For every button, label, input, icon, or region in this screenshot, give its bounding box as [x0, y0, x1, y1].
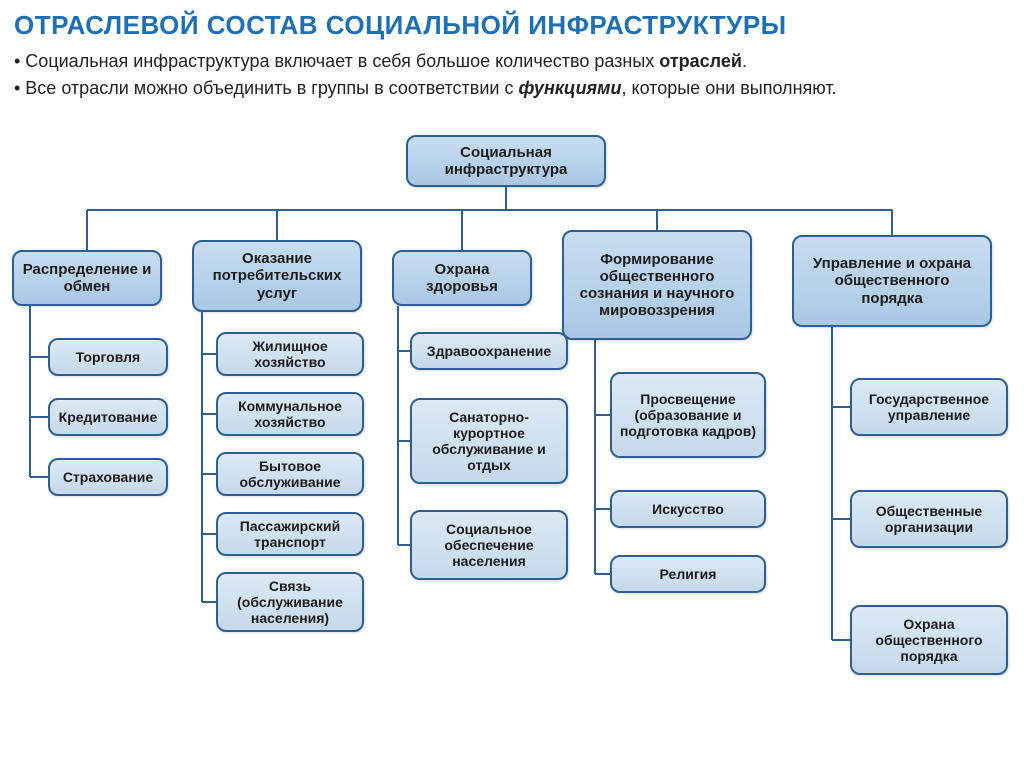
b1-leaf-2: Кредитование [48, 398, 168, 436]
b1-leaf-1: Торговля [48, 338, 168, 376]
b4-leaf-3: Религия [610, 555, 766, 593]
bullet1-pre: • Социальная инфраструктура включает в с… [14, 51, 659, 71]
b3-leaf-1: Здравоохранение [410, 332, 568, 370]
b4-leaf-2: Искусство [610, 490, 766, 528]
b1-leaf-3: Страхование [48, 458, 168, 496]
bullet2-post: , которые они выполняют. [621, 78, 836, 98]
bullet2-pre: • Все отрасли можно объединить в группы … [14, 78, 518, 98]
root-node: Социальная инфраструктура [406, 135, 606, 187]
bullet1-post: . [742, 51, 747, 71]
b3-leaf-2: Санаторно-курортное обслуживание и отдых [410, 398, 568, 484]
b4-leaf-1: Просвещение (образование и подготовка ка… [610, 372, 766, 458]
b5-leaf-2: Общественные организации [850, 490, 1008, 548]
b3-leaf-3: Социальное обеспечение населения [410, 510, 568, 580]
branch-4: Формирование общественного сознания и на… [562, 230, 752, 340]
b2-leaf-4: Пассажирский транспорт [216, 512, 364, 556]
bullet-1: • Социальная инфраструктура включает в с… [14, 49, 1010, 74]
b2-leaf-5: Связь (обслуживание населения) [216, 572, 364, 632]
b2-leaf-3: Бытовое обслуживание [216, 452, 364, 496]
bullet-2: • Все отрасли можно объединить в группы … [14, 76, 1010, 101]
bullet2-italic: функциями [518, 78, 621, 98]
branch-3: Охрана здоровья [392, 250, 532, 306]
b2-leaf-1: Жилищное хозяйство [216, 332, 364, 376]
intro-bullets: • Социальная инфраструктура включает в с… [14, 49, 1010, 101]
branch-5: Управление и охрана общественного порядк… [792, 235, 992, 327]
branch-1: Распределение и обмен [12, 250, 162, 306]
b5-leaf-3: Охрана общественного порядка [850, 605, 1008, 675]
branch-2: Оказание потребительских услуг [192, 240, 362, 312]
b5-leaf-1: Государственное управление [850, 378, 1008, 436]
page-title: ОТРАСЛЕВОЙ СОСТАВ СОЦИАЛЬНОЙ ИНФРАСТРУКТ… [14, 10, 1010, 41]
bullet1-bold: отраслей [659, 51, 742, 71]
b2-leaf-2: Коммунальное хозяйство [216, 392, 364, 436]
